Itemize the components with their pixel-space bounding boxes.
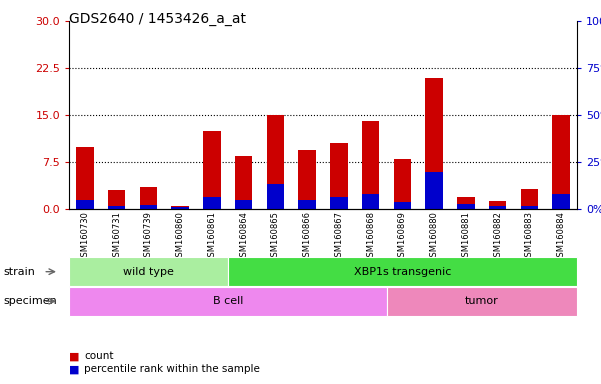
Bar — [299, 150, 316, 209]
Text: tumor: tumor — [465, 296, 499, 306]
Text: ■: ■ — [69, 351, 79, 361]
Bar — [520, 189, 538, 209]
Text: percentile rank within the sample: percentile rank within the sample — [84, 364, 260, 374]
Bar — [394, 202, 411, 209]
Text: ■: ■ — [69, 364, 79, 374]
Bar — [203, 131, 221, 209]
Bar — [489, 206, 506, 209]
Bar — [108, 205, 126, 209]
Bar — [171, 207, 189, 209]
Bar — [299, 200, 316, 209]
Bar — [489, 201, 506, 209]
Bar — [330, 144, 347, 209]
Text: B cell: B cell — [213, 296, 243, 306]
Bar — [457, 197, 475, 209]
Bar — [140, 205, 157, 209]
Bar — [426, 172, 443, 209]
Bar — [552, 194, 570, 209]
Bar — [140, 187, 157, 209]
Bar — [362, 121, 379, 209]
Bar — [552, 115, 570, 209]
Bar — [520, 205, 538, 209]
Bar — [362, 194, 379, 209]
Bar — [394, 159, 411, 209]
Bar — [203, 197, 221, 209]
Text: specimen: specimen — [3, 296, 56, 306]
Bar — [235, 200, 252, 209]
Bar — [171, 206, 189, 209]
Bar — [76, 147, 94, 209]
Text: wild type: wild type — [123, 266, 174, 277]
Text: XBP1s transgenic: XBP1s transgenic — [354, 266, 451, 277]
Text: count: count — [84, 351, 114, 361]
Bar — [330, 197, 347, 209]
Text: strain: strain — [3, 266, 35, 277]
Bar — [76, 200, 94, 209]
Bar — [235, 156, 252, 209]
Bar — [69, 209, 577, 384]
Bar — [457, 204, 475, 209]
Text: GDS2640 / 1453426_a_at: GDS2640 / 1453426_a_at — [69, 12, 246, 25]
Bar — [267, 115, 284, 209]
Bar — [267, 184, 284, 209]
Bar — [108, 190, 126, 209]
Bar — [426, 78, 443, 209]
